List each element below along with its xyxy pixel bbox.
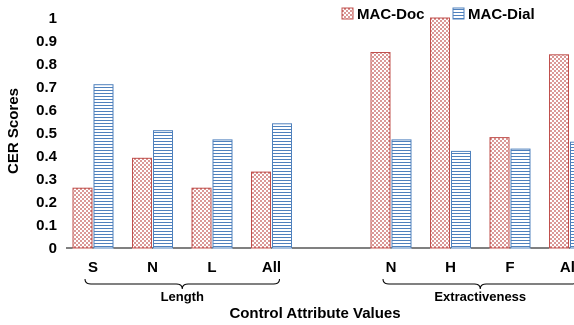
bar-mac-dial	[510, 148, 531, 249]
bar-mac-doc	[72, 187, 93, 249]
bars-layer	[72, 17, 574, 249]
y-tick-label: 0.4	[36, 148, 58, 165]
group-bracket	[382, 278, 574, 290]
x-tick-label: All	[262, 259, 281, 276]
legend-label-mac-dial: MAC-Dial	[468, 6, 535, 23]
bar-mac-doc	[251, 171, 271, 249]
y-axis-title: CER Scores	[5, 88, 22, 174]
y-tick-label: 0	[49, 240, 57, 257]
bar-mac-doc	[132, 157, 152, 249]
y-tick-label: 0.1	[36, 217, 57, 234]
y-tick-label: 0.8	[36, 56, 57, 73]
y-tick-label: 0.9	[36, 33, 57, 50]
y-tick-label: 0.7	[36, 79, 57, 96]
bar-mac-doc	[191, 187, 212, 249]
bar-mac-dial	[391, 139, 412, 249]
x-tick-label: H	[445, 259, 456, 276]
bar-mac-dial	[570, 141, 574, 249]
y-tick-label: 0.2	[36, 194, 57, 211]
bar-mac-dial	[93, 84, 114, 249]
group-label: Length	[161, 289, 204, 304]
x-tick-label: N	[386, 259, 397, 276]
x-axis: SNLAllLengthNHFAllExtractivenessNHAllSpe…	[84, 259, 574, 304]
x-tick-label: L	[207, 259, 216, 276]
legend-swatch-mac-doc	[341, 7, 354, 20]
x-axis-title: Control Attribute Values	[229, 305, 400, 322]
y-tick-label: 1	[49, 10, 57, 27]
x-tick-label: N	[147, 259, 158, 276]
bar-mac-dial	[212, 139, 233, 249]
legend-swatch-mac-dial	[452, 7, 465, 20]
y-tick-label: 0.5	[36, 125, 57, 142]
x-tick-label: S	[88, 259, 98, 276]
bar-mac-doc	[489, 137, 510, 249]
bar-mac-doc	[549, 54, 569, 249]
y-tick-label: 0.3	[36, 171, 57, 188]
legend: MAC-Doc MAC-Dial	[341, 6, 535, 23]
group-bracket	[84, 278, 280, 290]
x-tick-label: All	[560, 259, 574, 276]
bar-mac-dial	[153, 130, 173, 249]
y-axis: 0 0.1 0.2 0.3 0.4 0.5 0.6 0.7 0.8 0.9 1	[36, 10, 574, 257]
bar-mac-dial	[451, 150, 471, 249]
legend-label-mac-doc: MAC-Doc	[357, 6, 425, 23]
bar-mac-doc	[370, 52, 391, 249]
group-label: Extractiveness	[434, 289, 526, 304]
y-tick-label: 0.6	[36, 102, 57, 119]
x-tick-label: F	[505, 259, 514, 276]
bar-mac-dial	[272, 123, 292, 249]
bar-mac-doc	[430, 17, 450, 249]
